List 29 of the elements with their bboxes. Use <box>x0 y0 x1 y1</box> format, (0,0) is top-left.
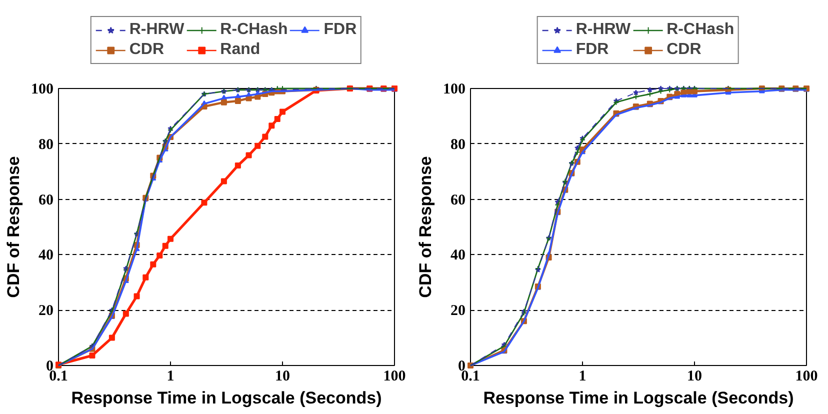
y-tick-label: 80 <box>38 136 54 153</box>
y-tick-label: 20 <box>450 303 466 320</box>
y-axis-title: CDF of Response <box>416 156 435 298</box>
legend-label: R-HRW <box>576 21 631 39</box>
y-tick-label: 100 <box>443 82 466 98</box>
legend-label: FDR <box>576 41 609 59</box>
legend-label: CDR <box>666 41 702 59</box>
x-tick-label: 100 <box>383 368 406 384</box>
legend-label: R-CHash <box>220 21 288 39</box>
legend-label: CDR <box>129 41 164 59</box>
legend-label: R-CHash <box>666 21 734 39</box>
y-axis-title: CDF of Response <box>4 156 23 298</box>
y-tick-label: 40 <box>38 248 54 264</box>
x-tick-label: 10 <box>275 368 290 384</box>
legend-label: FDR <box>324 21 357 39</box>
x-axis-title: Response Time in Logscale (Seconds) <box>483 388 794 408</box>
x-axis-title: Response Time in Logscale (Seconds) <box>71 388 382 408</box>
y-tick-label: 100 <box>31 82 54 98</box>
y-tick-label: 60 <box>450 192 466 208</box>
x-tick-label: 1 <box>166 368 174 384</box>
x-tick-label: 100 <box>795 368 818 384</box>
x-tick-label: 1 <box>578 368 586 384</box>
x-tick-label: 10 <box>687 368 702 384</box>
y-tick-label: 20 <box>38 303 54 320</box>
legend-label: R-HRW <box>129 21 184 39</box>
y-tick-label: 80 <box>450 136 466 153</box>
legend-label: Rand <box>220 41 260 59</box>
y-tick-label: 60 <box>38 192 54 208</box>
y-tick-label: 40 <box>450 248 466 264</box>
